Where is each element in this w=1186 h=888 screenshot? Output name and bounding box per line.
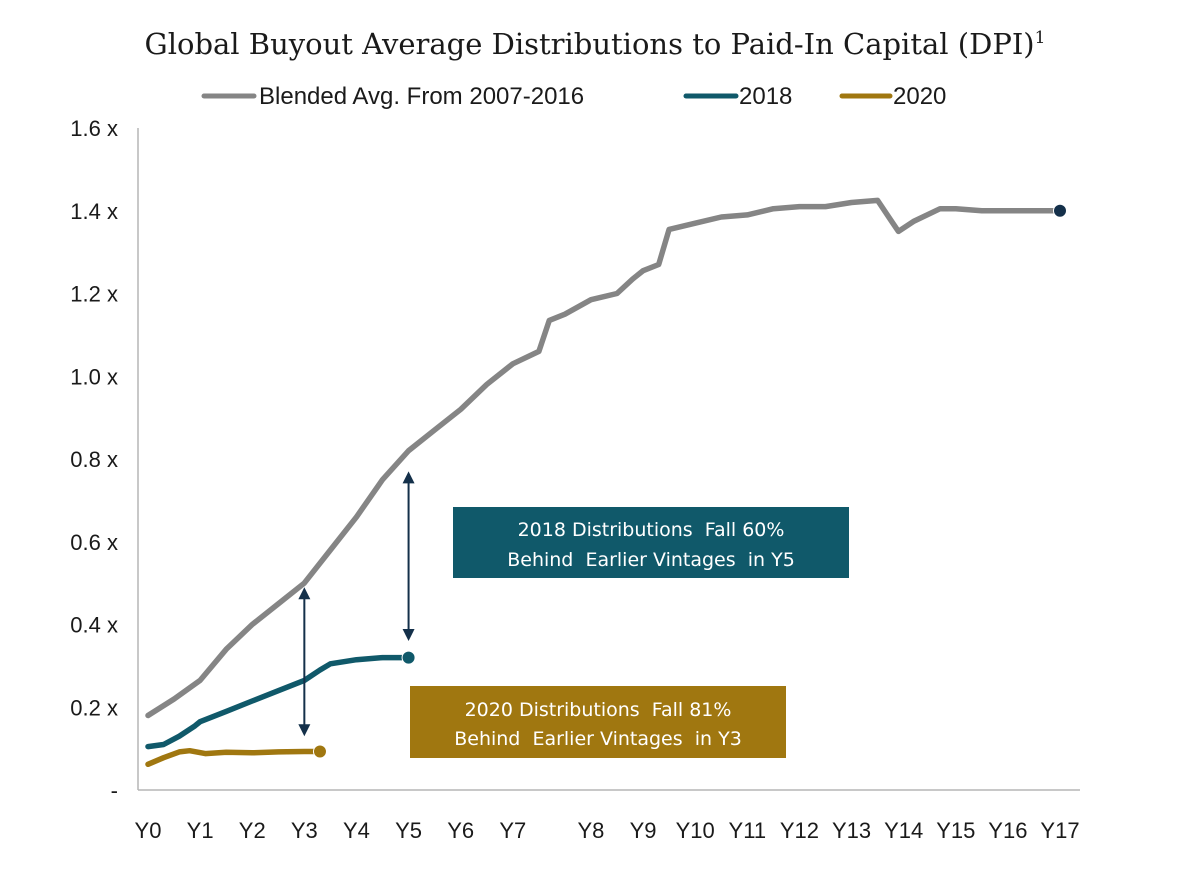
- annotation-2018-line-2: Behind Earlier Vintages in Y5: [507, 549, 795, 571]
- x-tick-label: Y9: [630, 818, 657, 843]
- y-tick-label: 1.4 x: [70, 199, 118, 224]
- series-line-2: [145, 747, 323, 768]
- annotation-2020-line-1: 2020 Distributions Fall 81%: [465, 699, 732, 721]
- x-tick-label: Y4: [343, 818, 370, 843]
- chart-title: Global Buyout Average Distributions to P…: [145, 27, 1046, 61]
- y-tick-label: 0.6 x: [70, 530, 118, 555]
- series-end-marker-0: [1053, 203, 1067, 218]
- legend-label-2018: 2018: [739, 83, 792, 110]
- x-tick-label: Y7: [499, 818, 526, 843]
- arrow-head-bottom-0: [298, 724, 311, 737]
- x-tick-label: Y12: [780, 818, 819, 843]
- x-tick-label: Y15: [936, 818, 975, 843]
- x-tick-label: Y10: [676, 818, 715, 843]
- annotation-2018-line-1: 2018 Distributions Fall 60%: [518, 519, 785, 541]
- x-tick-label: Y5: [395, 818, 422, 843]
- annotation-2018-box: [453, 507, 849, 578]
- arrow-head-top-1: [402, 471, 415, 484]
- annotation-arrows: [298, 471, 415, 737]
- legend-label-blended: Blended Avg. From 2007-2016: [259, 83, 584, 110]
- x-tick-label: Y11: [729, 818, 767, 843]
- series-lines: [145, 197, 1067, 768]
- x-axis-ticks: Y0 Y1 Y2 Y3 Y4 Y5 Y6 Y7 Y8 Y9 Y10 Y11 Y12 Y13 Y14 Y15 Y1…: [135, 818, 1080, 843]
- x-tick-label: Y0: [135, 818, 162, 843]
- annotation-2020: 2020 Distributions Fall 81% Behind Earli…: [410, 686, 786, 758]
- x-tick-label: Y2: [239, 818, 266, 843]
- annotation-2018: 2018 Distributions Fall 60% Behind Earli…: [453, 507, 849, 578]
- arrow-head-bottom-1: [402, 629, 415, 642]
- y-tick-label: 0.2 x: [70, 695, 118, 720]
- x-tick-label: Y13: [832, 818, 871, 843]
- arrow-head-top-0: [298, 587, 311, 600]
- x-tick-label: Y3: [291, 818, 318, 843]
- y-tick-label: 0.8 x: [70, 447, 118, 472]
- x-tick-label: Y16: [988, 818, 1027, 843]
- legend: Blended Avg. From 2007-2016 2018 2020: [201, 83, 946, 110]
- x-tick-label: Y1: [187, 818, 214, 843]
- chart-title-superscript: 1: [1035, 28, 1046, 48]
- x-tick-label: Y14: [884, 818, 923, 843]
- y-tick-label: -: [111, 778, 118, 803]
- series-line-1: [145, 654, 412, 750]
- x-tick-label: Y17: [1040, 818, 1079, 843]
- series-end-marker-1: [401, 650, 416, 665]
- x-tick-label: Y8: [578, 818, 605, 843]
- y-tick-label: 1.2 x: [70, 282, 118, 307]
- x-tick-label: Y6: [447, 818, 474, 843]
- legend-label-2020: 2020: [893, 83, 946, 110]
- annotation-2020-box: [410, 686, 786, 758]
- chart-title-text: Global Buyout Average Distributions to P…: [145, 27, 1035, 61]
- series-line-0: [145, 197, 1063, 719]
- y-tick-label: 1.6 x: [70, 116, 118, 141]
- series-end-marker-2: [312, 744, 327, 759]
- y-tick-label: 1.0 x: [70, 364, 118, 389]
- y-axis-ticks: - 0.2 x 0.4 x 0.6 x 0.8 x 1.0 x 1.2 x 1.4 x 1.6 …: [70, 116, 118, 803]
- y-tick-label: 0.4 x: [70, 613, 118, 638]
- annotation-2020-line-2: Behind Earlier Vintages in Y3: [454, 728, 742, 750]
